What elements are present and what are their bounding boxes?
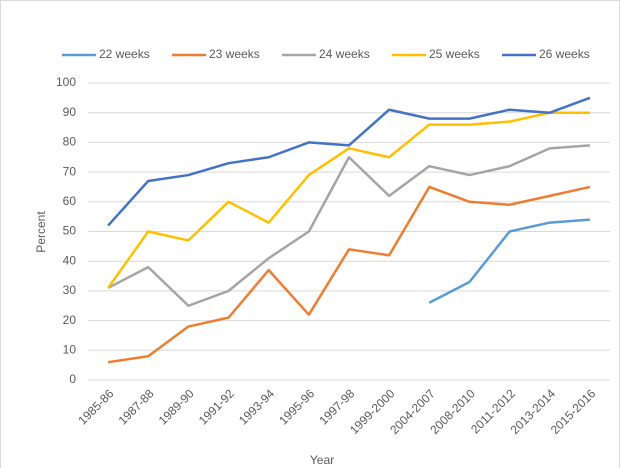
y-tick-label: 50	[63, 224, 77, 238]
x-tick-label: 1989-90	[156, 386, 197, 427]
line	[107, 144, 591, 307]
y-tick-label: 20	[63, 313, 77, 327]
line	[107, 111, 590, 289]
y-tick-label: 90	[63, 105, 77, 119]
y-axis-label: Percent	[34, 211, 48, 253]
y-tick-label: 70	[63, 164, 77, 178]
x-tick-label: 1995-96	[276, 386, 317, 427]
legend-label: 26 weeks	[539, 47, 590, 61]
legend-label: 24 weeks	[319, 47, 370, 61]
line	[107, 96, 591, 227]
legend-label: 23 weeks	[209, 47, 260, 61]
legend-label: 22 weeks	[99, 47, 150, 61]
line	[428, 218, 591, 304]
x-tick-label: 1993-94	[236, 386, 277, 427]
y-tick-label: 100	[56, 75, 76, 89]
y-tick-label: 60	[63, 194, 77, 208]
y-tick-label: 0	[69, 372, 76, 386]
x-tick-label: 1991-92	[196, 386, 237, 427]
y-tick-label: 40	[63, 253, 77, 267]
y-tick-label: 30	[63, 283, 77, 297]
x-tick-label: 1985-86	[75, 386, 116, 427]
y-tick-label: 10	[63, 342, 77, 356]
y-tick-label: 80	[63, 135, 77, 149]
x-axis-label: Year	[310, 453, 334, 467]
line	[107, 185, 591, 364]
legend-label: 25 weeks	[429, 47, 480, 61]
x-tick-label: 1987-88	[116, 386, 157, 427]
